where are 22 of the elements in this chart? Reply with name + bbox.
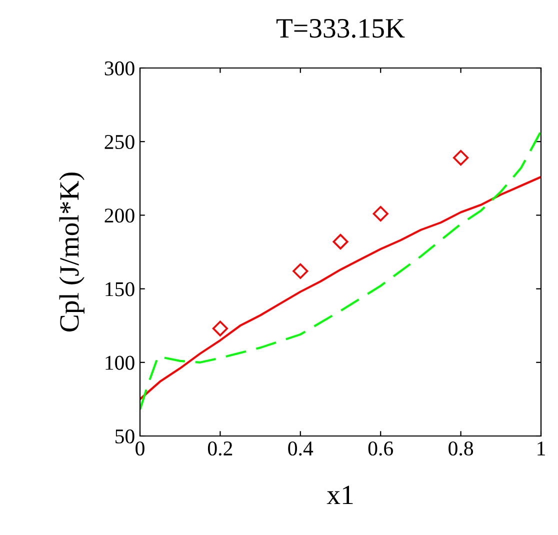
y-tick-label: 100 [106,356,134,370]
point [292,263,308,279]
x-tick-label: 0.8 [448,441,474,456]
x-tick-label: 1 [538,442,545,456]
point [212,320,228,336]
y-tick-label: 150 [106,282,134,296]
x-tick-label: 0.4 [288,441,314,456]
point [332,234,348,250]
x-tick-label: 0.6 [368,441,393,456]
y-tick-label: 250 [104,134,134,150]
y-tick-label: 200 [104,208,134,223]
y-axis-title: Cpl (J/mol*K) [59,172,84,332]
y-tick-label: 300 [104,61,134,76]
line-series [140,176,541,400]
x-tick-label: 0 [136,441,144,456]
x-tick-label: 0.2 [208,441,232,456]
point [453,150,469,166]
y-tick-label: 50 [116,429,134,444]
chart-title: T=333.15K [276,19,405,38]
x-axis-title: x1 [326,486,353,504]
line-series [140,130,541,411]
point [372,206,388,222]
